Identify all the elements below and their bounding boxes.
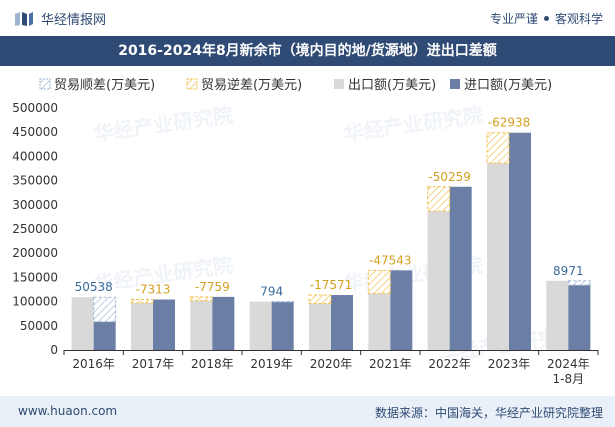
surplus-marker [93,296,117,323]
balance-label: 8971 [553,264,584,278]
import-bar [153,299,175,350]
y-tick-label: 450000 [12,125,58,139]
legend-label: 贸易顺差(万美元) [54,78,155,93]
x-tick-label: 2019年 [250,357,293,371]
brand-name: 华经情报网 [41,13,107,28]
legend-label: 出口额(万美元) [348,78,436,93]
watermark-text: 华经产业研究院 [342,103,484,146]
import-bar [390,270,413,350]
x-tick-label: 2021年 [369,357,412,371]
logo-icon [15,11,33,26]
import-bar [93,321,116,350]
brand: 华经情报网 [14,9,106,28]
balance-label: 50538 [75,280,113,294]
deficit-marker [130,299,154,304]
y-tick-label: 0 [50,343,58,357]
export-bar [368,293,391,350]
top-bar: 华经情报网 专业严谨 客观科学 [0,0,615,36]
balance-label: -62938 [488,116,531,130]
x-tick-label: 2018年 [191,357,234,371]
export-bar [131,303,153,350]
legend-label: 进口额(万美元) [464,78,552,93]
export-bar [71,297,94,350]
export-bar [309,303,331,350]
watermark-text: 华经产业研究院 [92,103,234,146]
chart-area: 贸易顺差(万美元) 贸易逆差(万美元) 出口额(万美元) 进口额(万美元) 华经产业研… [12,77,599,386]
y-tick-label: 500000 [12,101,58,115]
deficit-marker [308,294,332,305]
y-tick-label: 100000 [12,295,58,309]
legend: 贸易顺差(万美元) 贸易逆差(万美元) 出口额(万美元) 进口额(万美元) [39,77,552,93]
x-tick-label: 1-8月 [553,372,585,386]
x-tick-label: 2022年 [428,357,471,371]
deficit-marker [427,186,451,212]
export-bar [546,280,569,350]
y-tick-label: 350000 [12,174,58,188]
x-tick-label: 2016年 [72,357,115,371]
import-bar [568,285,591,350]
tagline-2: 客观科学 [554,12,603,26]
export-bar [249,301,272,350]
legend-swatch [39,78,51,90]
x-tick-label: 2017年 [132,357,175,371]
footer-website: www.huaon.com [18,404,118,418]
bars: 50538 -7313 -7759 794 -17571 -47543 -50259 -629… [71,116,591,350]
surplus-marker [567,280,591,286]
balance-label: 794 [260,285,283,299]
balance-label: -17571 [310,278,353,292]
dot-separator [543,16,549,21]
export-bar [190,300,213,350]
chart-title: 2016-2024年8月新余市（境内目的地/货源地）进出口差额 [0,36,615,66]
export-bar [427,211,450,350]
legend-swatch [450,79,460,89]
import-bar [271,301,294,350]
import-bar [331,295,353,350]
tagline-1: 专业严谨 [489,12,538,26]
balance-label: -50259 [428,170,471,184]
import-bar [509,132,531,350]
footer-source: 数据来源：中国海关，华经产业研究院整理 [374,406,603,420]
x-tick-label: 2023年 [488,357,531,371]
balance-label: -7759 [195,280,230,294]
y-tick-label: 50000 [20,319,58,333]
import-bar [212,296,235,350]
deficit-marker [486,132,510,164]
import-bar [449,186,472,350]
deficit-marker [189,296,213,302]
balance-label: -47543 [369,253,412,267]
tagline: 专业严谨 客观科学 [490,10,603,27]
legend-swatch [334,79,344,89]
deficit-marker [367,269,391,294]
y-tick-label: 300000 [12,198,58,212]
balance-label: -7313 [136,283,171,297]
export-bar [487,163,509,350]
legend-label: 贸易逆差(万美元) [201,77,302,93]
y-axis: 0 50000 100000 150000 200000 250000 300000 3500… [12,101,58,357]
legend-swatch [186,78,198,90]
y-tick-label: 250000 [12,222,58,236]
x-axis: 2016年 2017年 2018年 2019年 2020年 2021年 2022年 2023年… [63,350,599,386]
footer: www.huaon.com 数据来源：中国海关，华经产业研究院整理 [0,396,615,427]
y-tick-label: 150000 [12,270,58,284]
y-tick-label: 200000 [12,246,58,260]
x-tick-label: 2024年 [547,357,590,371]
x-tick-label: 2020年 [310,357,353,371]
y-tick-label: 400000 [12,149,58,163]
